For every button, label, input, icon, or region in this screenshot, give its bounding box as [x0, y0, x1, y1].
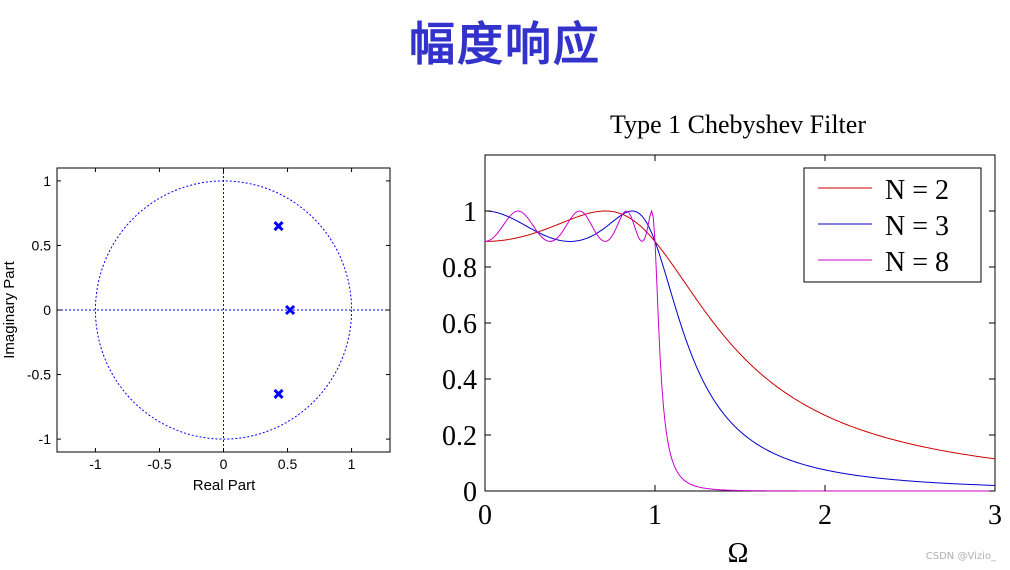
pz-ytick-label: -1 [39, 431, 52, 447]
legend-box [803, 167, 982, 283]
series-line-n8 [484, 209, 995, 492]
chart-legend: N = 2 N = 3 N = 8 [803, 167, 982, 283]
pz-xtick-label: -1 [89, 456, 102, 472]
pole-marker-0 [273, 221, 284, 232]
legend-label-n3: N = 3 [885, 211, 949, 242]
mag-ytick-label: 1 [463, 197, 477, 228]
slide-title: 幅度响应 [409, 17, 601, 71]
pole-marker-2 [273, 388, 284, 399]
mag-ytick-label: 0.8 [442, 253, 477, 284]
mag-xtick-label: 1 [648, 500, 662, 531]
mag-xtick-label: 2 [818, 500, 832, 531]
magnitude-xlabel: Ω [728, 538, 749, 569]
legend-label-n8: N = 8 [885, 247, 949, 278]
mag-xtick-label: 3 [988, 500, 1002, 531]
mag-ytick-label: 0.6 [442, 309, 477, 340]
chebyshev-chart-title: Type 1 Chebyshev Filter [610, 110, 866, 139]
pole-zero-ylabel: Imaginary Part [1, 260, 18, 358]
series-line-n3 [484, 210, 996, 486]
mag-ytick-label: 0 [463, 477, 477, 508]
pz-ytick-label: -0.5 [27, 367, 51, 383]
pz-xtick-label: 0 [220, 456, 228, 472]
legend-label-n2: N = 2 [885, 175, 949, 206]
pole-zero-chart: -1 -0.5 0 0.5 1 1 0.5 0 -0.5 -1 Real Part Imagin… [1, 167, 391, 494]
mag-xtick-label: 0 [478, 500, 492, 531]
mag-ytick-label: 0.2 [442, 421, 477, 452]
pole-zero-xlabel: Real Part [193, 477, 256, 494]
watermark: CSDN @Vizio_ [925, 551, 996, 562]
magnitude-response-chart: Type 1 Chebyshev Filter 0 1 2 3 0 0.2 0.4 0.6 0… [442, 110, 1002, 569]
pz-xtick-label: 1 [348, 456, 356, 472]
pz-xtick-label: 0.5 [278, 456, 298, 472]
pz-xtick-label: -0.5 [147, 456, 171, 472]
pz-ytick-label: 1 [43, 173, 51, 189]
mag-ytick-label: 0.4 [442, 365, 477, 396]
pole-marker-1 [285, 304, 296, 316]
pz-ytick-label: 0.5 [32, 237, 52, 253]
pz-ytick-label: 0 [43, 302, 51, 318]
